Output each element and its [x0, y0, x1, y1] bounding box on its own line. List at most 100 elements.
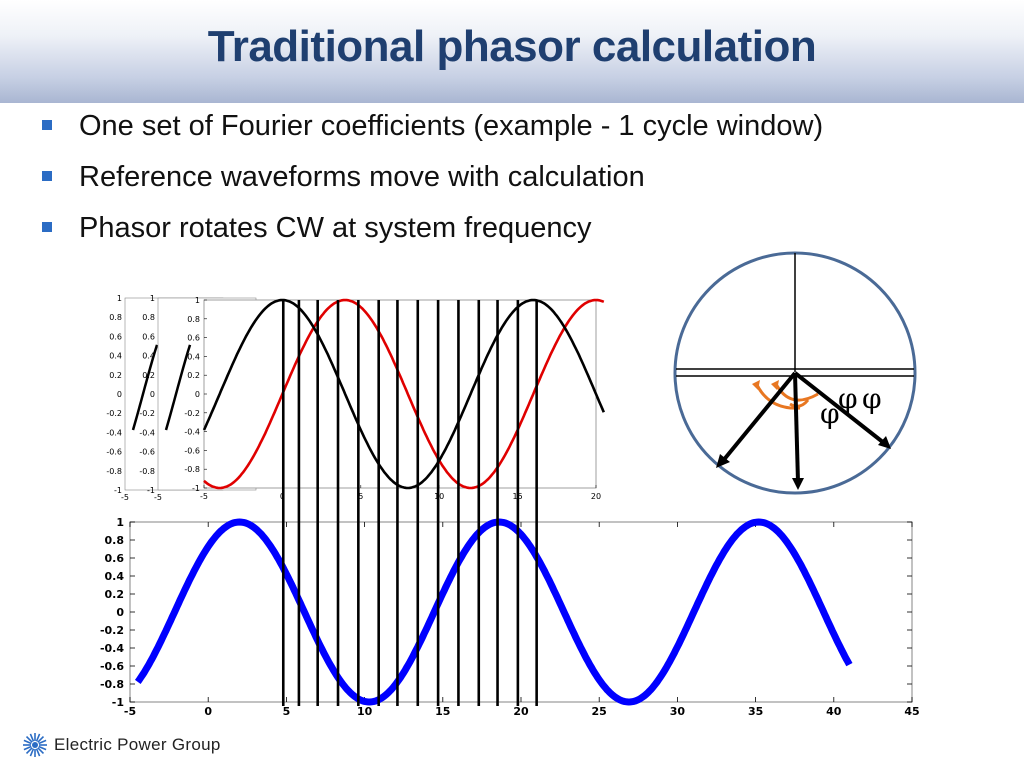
- slide-title: Traditional phasor calculation: [207, 22, 817, 71]
- starburst-ray: [29, 748, 35, 757]
- y-tick-label: 0.4: [142, 352, 155, 361]
- bullet-text: Reference waveforms move with calculatio…: [79, 161, 645, 193]
- x-tick-label: 10: [357, 705, 373, 718]
- y-tick-label: -0.8: [106, 467, 122, 476]
- rotation-arc: [789, 399, 810, 408]
- x-tick-label: 5: [358, 492, 363, 501]
- y-tick-label: 0.8: [105, 534, 125, 547]
- starburst-ray: [38, 745, 47, 751]
- x-tick-label: -5: [121, 493, 129, 502]
- y-tick-label: -0.2: [106, 409, 122, 418]
- y-tick-label: -0.4: [184, 428, 200, 437]
- y-tick-label: -0.2: [184, 409, 200, 418]
- y-tick-label: 0.8: [187, 315, 200, 324]
- bullet-square-icon: [42, 171, 52, 181]
- y-tick-label: 0: [116, 606, 124, 619]
- y-tick-label: -0.8: [139, 467, 155, 476]
- y-tick-label: 0.6: [105, 552, 125, 565]
- y-tick-label: -0.6: [184, 446, 200, 455]
- x-tick-label: 15: [435, 705, 450, 718]
- y-tick-label: -1: [112, 696, 124, 709]
- phasor-diagram: φ φ φ: [673, 251, 917, 495]
- footer-logo: Electric Power Group: [22, 732, 221, 758]
- ghost-waveform-line: [131, 344, 159, 431]
- starburst-ray: [25, 735, 33, 743]
- company-name: Electric Power Group: [54, 735, 221, 754]
- plot-frame: [203, 299, 597, 489]
- bullet-text: Phasor rotates CW at system frequency: [79, 212, 592, 244]
- y-tick-label: -0.6: [100, 660, 124, 673]
- input-signal-line: [134, 518, 853, 706]
- y-tick-label: -0.6: [106, 448, 122, 457]
- starburst-ray: [38, 739, 47, 745]
- phase-angle-symbol: φ: [838, 382, 858, 415]
- y-tick-label: 1: [150, 294, 155, 303]
- y-tick-label: -1: [147, 486, 155, 495]
- y-tick-label: 1: [195, 296, 200, 305]
- starburst-ray: [29, 733, 35, 742]
- y-tick-label: -0.4: [106, 428, 122, 437]
- y-tick-label: 0.2: [109, 371, 122, 380]
- arc-arrowhead-icon: [752, 380, 760, 390]
- x-tick-label: -5: [124, 705, 136, 718]
- arrowhead-icon: [716, 454, 730, 468]
- y-tick-label: -0.8: [100, 678, 124, 691]
- starburst-ray: [37, 747, 45, 755]
- y-tick-label: 0.4: [105, 570, 125, 583]
- y-tick-label: -0.2: [100, 624, 124, 637]
- bullet-square-icon: [42, 222, 52, 232]
- phase-angle-symbol: φ: [820, 397, 840, 430]
- starburst-ray: [23, 745, 32, 751]
- y-tick-label: 0.8: [142, 313, 155, 322]
- y-tick-label: 0: [150, 390, 155, 399]
- y-tick-label: -0.4: [139, 428, 155, 437]
- title-banner: [0, 0, 1024, 103]
- input-signal-chart: 1 0.8 0.6 0.4 0.2 0 -0.2 -0.4 -0.6 -0.8 -1-5 0 5 10 15…: [100, 516, 920, 718]
- phasor-arrow: [720, 371, 797, 464]
- starburst-ray: [25, 747, 33, 755]
- arrowhead-icon: [878, 436, 891, 449]
- x-tick-label: -5: [200, 492, 208, 501]
- x-tick-label: 20: [513, 705, 529, 718]
- y-tick-label: 0.2: [105, 588, 125, 601]
- y-tick-label: 0: [117, 390, 122, 399]
- y-tick-label: -0.6: [139, 448, 155, 457]
- y-tick-label: 0.6: [187, 334, 200, 343]
- y-tick-label: 0.6: [142, 332, 155, 341]
- x-tick-label: 5: [283, 705, 291, 718]
- y-tick-label: 0: [195, 390, 200, 399]
- y-tick-label: 1: [117, 294, 122, 303]
- x-tick-label: 35: [748, 705, 763, 718]
- phasor-arrow: [793, 371, 886, 445]
- starburst-icon: [23, 733, 47, 757]
- y-tick-label: 0.2: [187, 371, 200, 380]
- sample-window-lines: [281, 300, 538, 706]
- y-tick-label: -1: [192, 484, 200, 493]
- x-tick-label: -5: [154, 493, 162, 502]
- y-tick-label: 0.2: [142, 371, 155, 380]
- x-tick-label: 30: [670, 705, 686, 718]
- ghost-waveform-line: [164, 344, 192, 431]
- y-tick-label: -0.4: [100, 642, 124, 655]
- y-tick-label: -1: [114, 486, 122, 495]
- starburst-ray: [35, 733, 41, 742]
- x-tick-label: 0: [204, 705, 212, 718]
- rotation-arc: [774, 383, 819, 402]
- y-tick-label: 0.4: [109, 352, 122, 361]
- y-tick-label: 0.8: [109, 313, 122, 322]
- x-tick-label: 20: [591, 492, 601, 501]
- y-tick-label: 1: [116, 516, 124, 529]
- bullet-square-icon: [42, 120, 52, 130]
- phasor-arrow: [793, 372, 800, 483]
- starburst-ray: [35, 748, 41, 757]
- arc-arrowhead-icon: [771, 380, 779, 390]
- y-tick-label: 0.4: [187, 352, 200, 361]
- arrowhead-icon: [792, 478, 804, 490]
- y-tick-label: -0.2: [139, 409, 155, 418]
- plot-frame: [129, 521, 913, 703]
- starburst-ray: [37, 735, 45, 743]
- x-tick-label: 45: [904, 705, 919, 718]
- phase-angle-symbol: φ: [862, 382, 882, 415]
- reference-waveform-chart: 10.80.60.40.20-0.2-0.4-0.6-0.8-1-510.80.…: [106, 294, 605, 502]
